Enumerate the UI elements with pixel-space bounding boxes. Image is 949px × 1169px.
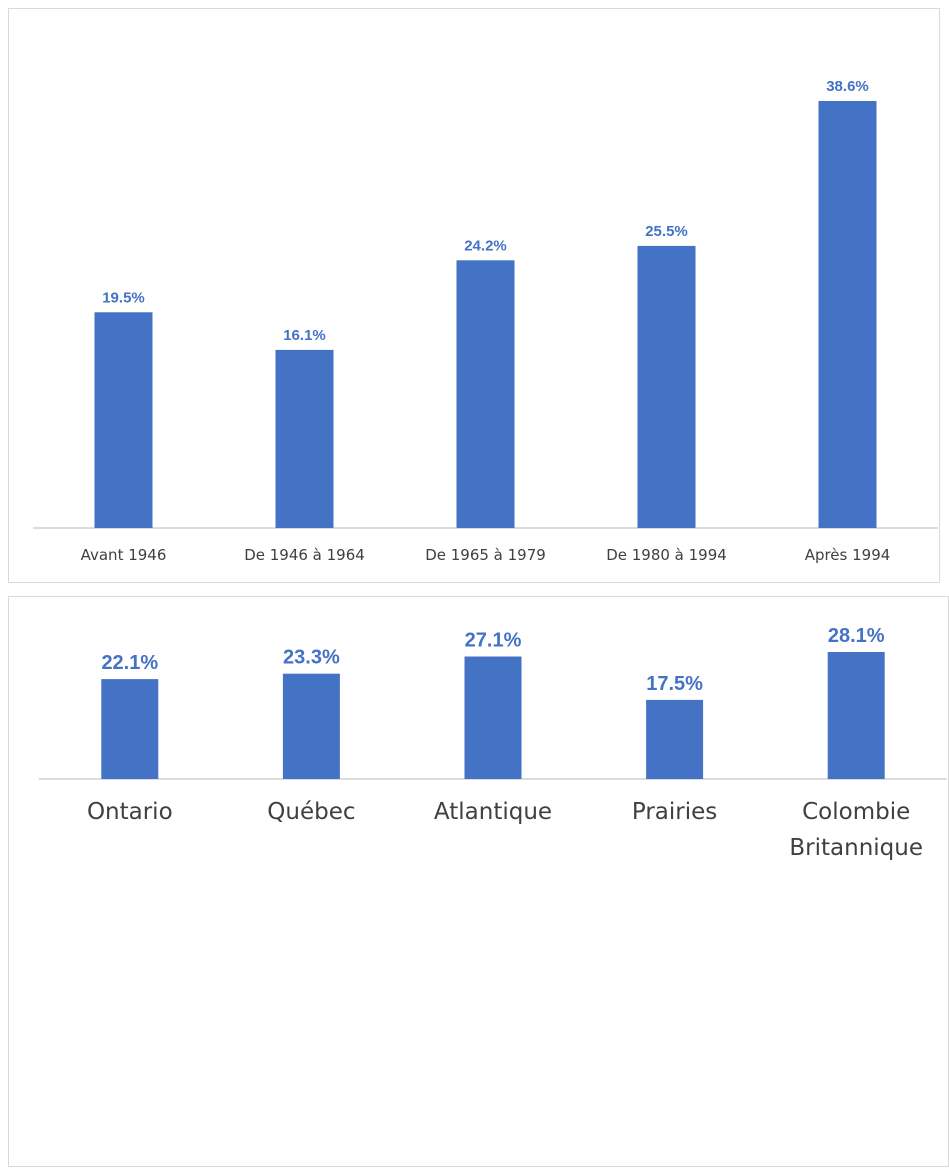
- data-label-2: 27.1%: [465, 630, 522, 652]
- data-label-1: 16.1%: [283, 327, 326, 344]
- data-label-1: 23.3%: [283, 647, 340, 669]
- bar-2: [464, 656, 522, 779]
- x-tick-label-4: Colombie Britannique: [789, 799, 923, 861]
- chart-panel-region: 22.1% Ontario 23.3% Québec 27.1% Atlantique 17…: [8, 596, 949, 1167]
- x-tick-label-1: Québec: [267, 799, 355, 825]
- bar-0: [94, 312, 153, 528]
- chart-panel-period: 19.5% Avant 1946 16.1% De 1946 à 1964 24.2% D…: [8, 8, 940, 583]
- bar-chart-period: 19.5% Avant 1946 16.1% De 1946 à 1964 24.2% D…: [33, 78, 938, 564]
- x-tick-label-3: De 1980 à 1994: [606, 546, 727, 564]
- bar-3: [637, 245, 696, 529]
- bar-4: [818, 101, 877, 528]
- bar-4: [827, 652, 885, 779]
- bar-1: [275, 349, 334, 528]
- bar-3: [646, 699, 704, 779]
- x-tick-label-3: Prairies: [632, 799, 717, 825]
- x-tick-label-0: Avant 1946: [81, 546, 167, 564]
- bar-0: [101, 679, 159, 779]
- data-label-3: 17.5%: [646, 673, 703, 695]
- x-tick-label-2: De 1965 à 1979: [425, 546, 546, 564]
- data-label-4: 38.6%: [826, 78, 869, 95]
- x-tick-label-0: Ontario: [87, 799, 173, 825]
- data-label-3: 25.5%: [645, 223, 688, 240]
- bar-1: [282, 673, 340, 779]
- data-label-2: 24.2%: [464, 237, 507, 254]
- data-label-4: 28.1%: [828, 625, 885, 647]
- x-tick-label-1: De 1946 à 1964: [244, 546, 365, 564]
- bar-2: [456, 260, 515, 528]
- data-label-0: 22.1%: [101, 652, 158, 674]
- bar-chart-region: 22.1% Ontario 23.3% Québec 27.1% Atlantique 17…: [39, 625, 947, 861]
- data-label-0: 19.5%: [102, 289, 145, 306]
- x-tick-label-2: Atlantique: [434, 799, 552, 825]
- x-tick-label-4: Après 1994: [805, 546, 891, 564]
